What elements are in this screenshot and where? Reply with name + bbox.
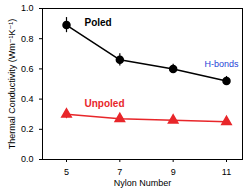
svg-text:Thermal Conductivity (Wm⁻¹K⁻¹): Thermal Conductivity (Wm⁻¹K⁻¹) [7,19,17,150]
svg-text:1.0: 1.0 [21,3,34,13]
svg-text:9: 9 [171,167,176,177]
svg-text:Poled: Poled [85,17,112,28]
svg-text:0.8: 0.8 [21,34,34,44]
svg-text:11: 11 [222,167,231,177]
svg-text:7: 7 [117,167,122,177]
svg-text:0.0: 0.0 [21,154,34,164]
svg-text:Unpoled: Unpoled [85,98,125,109]
svg-text:0.4: 0.4 [21,94,34,104]
svg-text:Nylon Number: Nylon Number [114,178,172,188]
svg-text:H-bonds: H-bonds [204,59,239,69]
svg-text:0.6: 0.6 [21,64,34,74]
svg-text:5: 5 [64,167,69,177]
svg-text:0.2: 0.2 [21,124,34,134]
